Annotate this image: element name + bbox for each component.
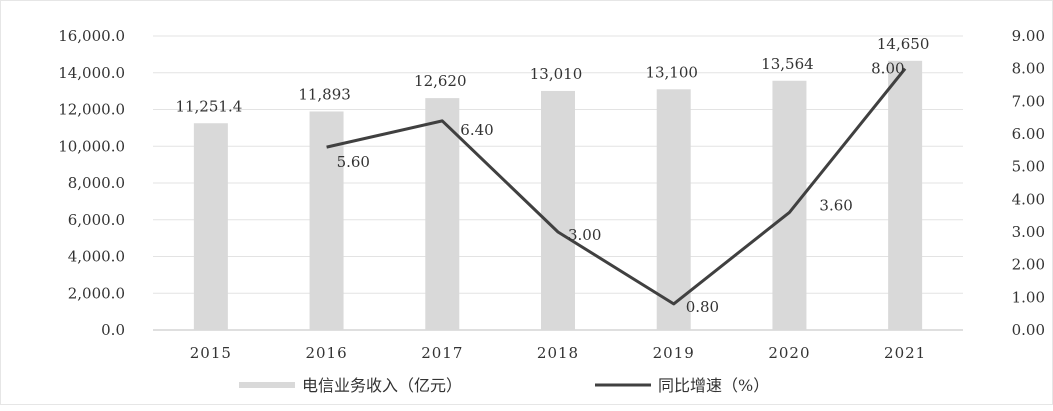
bar bbox=[656, 89, 691, 330]
line-value-label: 3.60 bbox=[819, 196, 852, 214]
bar bbox=[772, 80, 807, 330]
y-right-tick-label: 1.00 bbox=[1012, 288, 1045, 306]
y-left-tick-label: 4,000.0 bbox=[68, 248, 125, 266]
bar bbox=[193, 123, 228, 330]
x-tick-label: 2019 bbox=[653, 344, 695, 362]
y-left-tick-label: 2,000.0 bbox=[68, 284, 125, 302]
y-right-tick-label: 4.00 bbox=[1012, 190, 1045, 208]
x-tick-label: 2021 bbox=[884, 344, 926, 362]
growth-line-path bbox=[326, 67, 907, 306]
y-right-tick-label: 6.00 bbox=[1012, 125, 1045, 143]
line-value-label: 8.00 bbox=[871, 60, 904, 78]
bars bbox=[193, 60, 923, 331]
y-right-tick-label: 0.00 bbox=[1012, 321, 1045, 339]
legend-line-label: 同比增速（%） bbox=[658, 376, 769, 395]
y-left-tick-label: 8,000.0 bbox=[68, 174, 125, 192]
legend-bar-label: 电信业务收入（亿元） bbox=[302, 376, 462, 395]
bar-value-label: 13,564 bbox=[761, 55, 814, 73]
x-tick-label: 2015 bbox=[190, 344, 232, 362]
axes: 0.0 2,000.0 4,000.0 6,000.0 8,000.0 10,000.0 1… bbox=[58, 27, 1045, 362]
line-value-label: 3.00 bbox=[568, 226, 601, 244]
bar bbox=[425, 98, 460, 330]
y-right-tick-label: 3.00 bbox=[1012, 223, 1045, 241]
y-left-tick-label: 14,000.0 bbox=[58, 64, 125, 82]
bar bbox=[309, 111, 344, 330]
bar-value-label: 13,100 bbox=[645, 63, 698, 81]
y-right-tick-label: 9.00 bbox=[1012, 27, 1045, 45]
y-right-tick-label: 5.00 bbox=[1012, 158, 1045, 176]
legend: 电信业务收入（亿元） 同比增速（%） bbox=[239, 376, 769, 395]
x-tick-label: 2016 bbox=[305, 344, 347, 362]
y-left-tick-label: 16,000.0 bbox=[58, 27, 125, 45]
x-tick-label: 2020 bbox=[768, 344, 810, 362]
bar-value-label: 13,010 bbox=[530, 65, 583, 83]
y-left-tick-label: 0.0 bbox=[101, 321, 125, 339]
y-left-tick-label: 12,000.0 bbox=[58, 101, 125, 119]
bar-value-label: 14,650 bbox=[877, 35, 930, 53]
y-right-tick-label: 8.00 bbox=[1012, 60, 1045, 78]
data-labels: 11,251.4 11,893 12,620 13,010 13,100 13,564 14… bbox=[175, 35, 929, 316]
y-right-tick-label: 7.00 bbox=[1012, 92, 1045, 110]
line-value-label: 0.80 bbox=[686, 298, 719, 316]
y-left-tick-label: 10,000.0 bbox=[58, 137, 125, 155]
bar bbox=[541, 90, 575, 330]
bar bbox=[888, 60, 923, 331]
y-right-tick-label: 2.00 bbox=[1012, 256, 1045, 274]
x-tick-label: 2018 bbox=[537, 344, 579, 362]
bar-value-label: 11,893 bbox=[298, 85, 351, 103]
x-tick-label: 2017 bbox=[421, 344, 463, 362]
y-left-tick-label: 6,000.0 bbox=[68, 211, 125, 229]
line-value-label: 5.60 bbox=[337, 153, 370, 171]
line-value-label: 6.40 bbox=[460, 121, 493, 139]
bar-value-label: 11,251.4 bbox=[175, 97, 242, 115]
growth-line bbox=[326, 67, 907, 306]
bar-value-label: 12,620 bbox=[414, 72, 467, 90]
